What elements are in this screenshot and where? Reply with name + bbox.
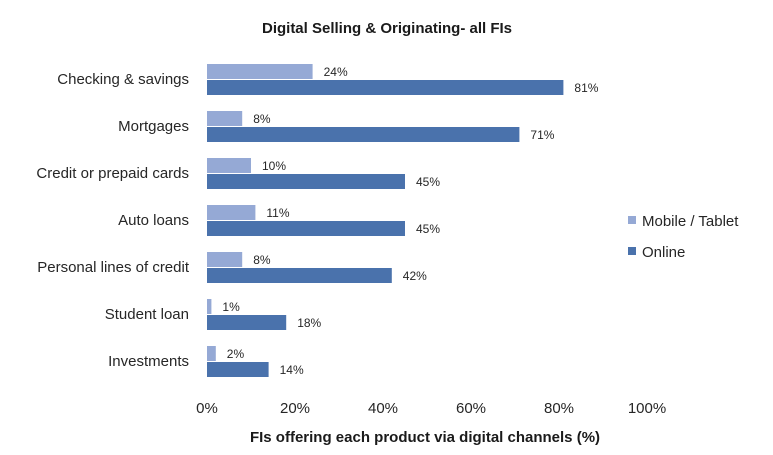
- category-label: Student loan: [105, 306, 189, 323]
- data-label: 11%: [266, 206, 289, 220]
- data-label: 45%: [416, 175, 440, 189]
- data-label: 81%: [574, 81, 598, 95]
- bar-online: [207, 362, 269, 377]
- bar-mobile-tablet: [207, 64, 313, 79]
- data-labels: 24% 81% 8% 71% 10% 45% 11% 45% 8% 42% 1% 18% 2% 14%: [222, 65, 598, 377]
- category-label: Investments: [108, 353, 189, 370]
- bar-online: [207, 315, 287, 330]
- legend-label: Mobile / Tablet: [642, 213, 739, 230]
- x-tick-label: 80%: [544, 400, 574, 417]
- legend-swatch: [628, 216, 636, 224]
- category-label: Auto loans: [118, 212, 189, 229]
- bar-online: [207, 80, 564, 95]
- x-tick-label: 20%: [280, 400, 310, 417]
- bar-online: [207, 221, 405, 236]
- data-label: 18%: [297, 316, 321, 330]
- category-labels: Checking & savings Mortgages Credit or pre…: [36, 71, 189, 370]
- data-label: 24%: [324, 65, 348, 79]
- chart-title: Digital Selling & Originating- all FIs: [262, 20, 512, 37]
- bar-mobile-tablet: [207, 205, 256, 220]
- bar-online: [207, 174, 405, 189]
- data-label: 1%: [222, 300, 240, 314]
- category-label: Personal lines of credit: [37, 259, 190, 276]
- category-label: Credit or prepaid cards: [36, 165, 189, 182]
- x-tick-label: 100%: [628, 400, 666, 417]
- data-label: 8%: [253, 112, 271, 126]
- legend-label: Online: [642, 244, 685, 261]
- x-tick-label: 40%: [368, 400, 398, 417]
- x-tick-label: 0%: [196, 400, 218, 417]
- data-label: 71%: [530, 128, 554, 142]
- bar-mobile-tablet: [207, 346, 216, 361]
- data-label: 10%: [262, 159, 286, 173]
- legend-swatch: [628, 247, 636, 255]
- legend: Mobile / Tablet Online: [628, 213, 739, 261]
- bar-mobile-tablet: [207, 158, 251, 173]
- bar-online: [207, 127, 520, 142]
- data-label: 14%: [280, 363, 304, 377]
- data-label: 2%: [227, 347, 245, 361]
- data-label: 8%: [253, 253, 271, 267]
- data-label: 45%: [416, 222, 440, 236]
- data-label: 42%: [403, 269, 427, 283]
- bar-online: [207, 268, 392, 283]
- bars: [207, 64, 564, 377]
- category-label: Checking & savings: [57, 71, 189, 88]
- x-axis-ticks: 0% 20% 40% 60% 80% 100%: [196, 400, 666, 417]
- x-axis-label: FIs offering each product via digital ch…: [250, 429, 600, 446]
- bar-mobile-tablet: [207, 111, 243, 126]
- category-label: Mortgages: [118, 118, 189, 135]
- bar-mobile-tablet: [207, 299, 212, 314]
- bar-mobile-tablet: [207, 252, 243, 267]
- x-tick-label: 60%: [456, 400, 486, 417]
